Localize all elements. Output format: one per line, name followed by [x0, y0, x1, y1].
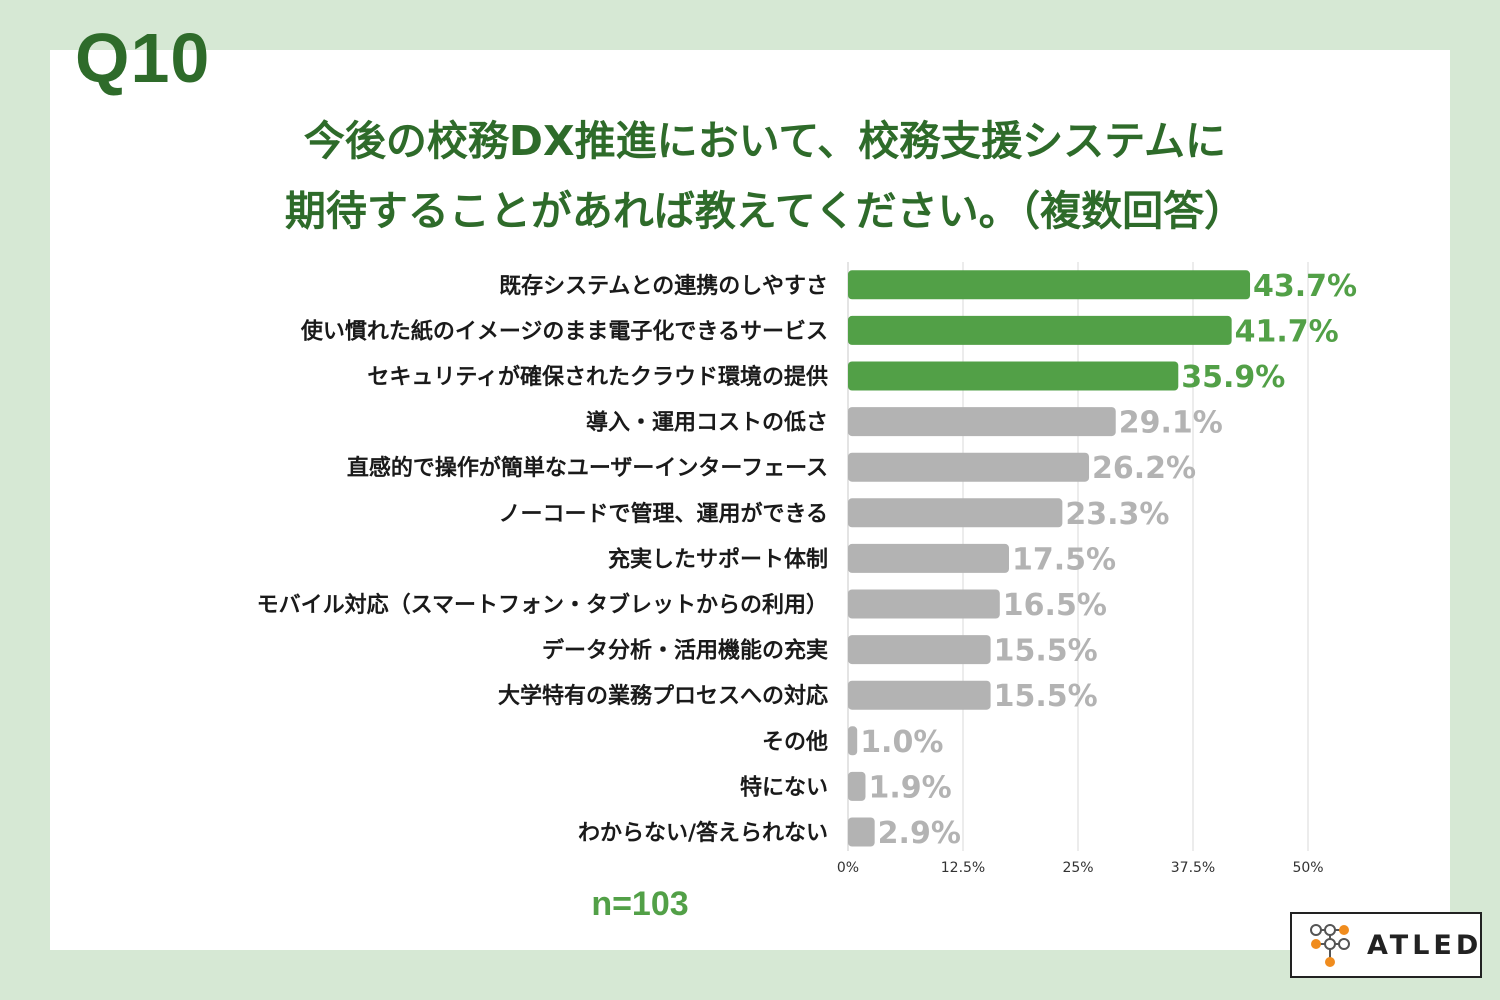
category-label: 使い慣れた紙のイメージのまま電子化できるサービス [300, 318, 828, 344]
category-label: わからない/答えられない [578, 820, 828, 846]
question-number: Q10 [75, 19, 211, 97]
value-label: 15.5% [994, 679, 1098, 714]
bar [848, 589, 1000, 619]
bar [848, 452, 1090, 482]
category-label: ノーコードで管理、運用ができる [498, 501, 828, 527]
value-label: 35.9% [1181, 360, 1285, 395]
value-label: 1.0% [860, 725, 943, 760]
atled-logo-text: ATLED [1367, 930, 1483, 961]
category-label: モバイル対応（スマートフォン・タブレットからの利用） [257, 592, 828, 618]
x-tick-label: 0% [837, 860, 859, 876]
bar [848, 498, 1063, 528]
bar [848, 635, 991, 665]
category-label: データ分析・活用機能の充実 [542, 638, 828, 664]
category-label: 直感的で操作が簡単なユーザーインターフェース [347, 455, 828, 481]
category-label: 導入・運用コストの低さ [586, 410, 828, 436]
x-tick-label: 12.5% [941, 860, 985, 876]
atled-logo-icon [1310, 924, 1350, 967]
category-label: 既存システムとの連携のしやすさ [499, 273, 828, 299]
atled-logo: ATLED [1290, 912, 1482, 978]
x-tick-label: 25% [1062, 860, 1093, 876]
value-label: 16.5% [1003, 588, 1107, 623]
category-label: セキュリティが確保されたクラウド環境の提供 [367, 364, 828, 390]
value-label: 17.5% [1012, 542, 1116, 577]
value-label: 15.5% [994, 634, 1098, 669]
chart-title-line-2: 期待することがあれば教えてください。（複数回答） [284, 187, 1246, 235]
bar [848, 817, 875, 847]
category-label: その他 [762, 730, 828, 755]
value-label: 1.9% [868, 770, 951, 805]
value-label: 23.3% [1065, 497, 1169, 532]
value-label: 26.2% [1092, 451, 1196, 486]
value-label: 41.7% [1235, 314, 1339, 349]
chart-title-line-1: 今後の校務DX推進において、校務支援システムに [303, 117, 1227, 165]
bar [848, 726, 858, 756]
sample-size: n=103 [591, 885, 689, 923]
category-label: 大学特有の業務プロセスへの対応 [498, 683, 828, 709]
value-label: 29.1% [1119, 406, 1223, 441]
chart-panel [50, 50, 1450, 950]
bar [848, 771, 866, 801]
bar [848, 270, 1251, 300]
category-label: 充実したサポート体制 [608, 546, 828, 572]
bar [848, 680, 991, 710]
bar [848, 407, 1116, 437]
bar [848, 543, 1009, 573]
value-label: 43.7% [1253, 269, 1357, 304]
value-label: 2.9% [878, 816, 961, 851]
x-tick-label: 50% [1292, 860, 1323, 876]
x-tick-label: 37.5% [1171, 860, 1215, 876]
category-label: 特にない [740, 774, 828, 800]
bar [848, 361, 1179, 391]
bar [848, 315, 1232, 345]
